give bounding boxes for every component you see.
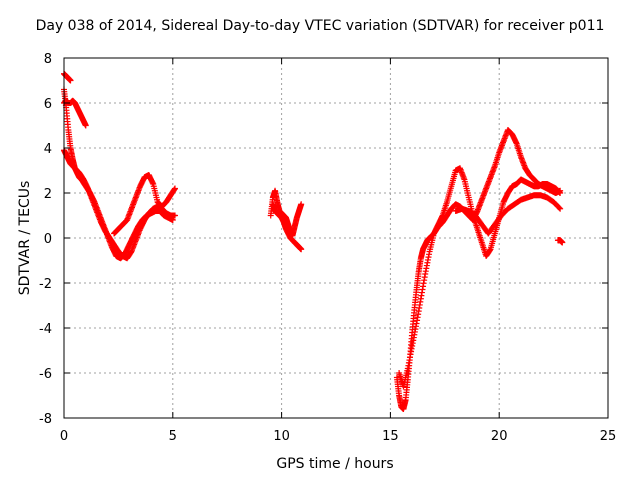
data-point (298, 201, 305, 208)
data-point (82, 122, 89, 129)
series-arc8 (393, 127, 564, 412)
series-arc7 (269, 201, 305, 253)
data-points (61, 70, 566, 412)
y-tick-label: -4 (39, 322, 52, 337)
data-point (557, 190, 564, 196)
data-point (557, 205, 564, 212)
x-tick-label: 15 (382, 429, 399, 444)
y-tick-label: 6 (44, 97, 52, 112)
x-tick-label: 20 (491, 429, 508, 444)
x-tick-label: 25 (600, 429, 617, 444)
x-axis-label: GPS time / hours (276, 456, 394, 472)
x-tick-label: 5 (169, 429, 177, 444)
x-tick-label: 10 (273, 429, 290, 444)
axis-ticks: 0 5 10 15 20 25 -8 -6 -4 -2 0 2 4 6 8 (39, 52, 616, 444)
data-point (559, 239, 566, 246)
data-point (67, 77, 74, 84)
data-point (171, 185, 178, 192)
y-tick-label: -6 (39, 367, 52, 382)
chart-title: Day 038 of 2014, Sidereal Day-to-day VTE… (35, 18, 605, 34)
data-point (298, 246, 305, 253)
series-arc1 (61, 70, 74, 84)
series-arc5 (111, 172, 178, 237)
series-arc9 (396, 165, 564, 390)
series-arc10 (452, 192, 564, 237)
x-tick-label: 0 (60, 429, 68, 444)
data-point (171, 212, 178, 219)
y-tick-label: 0 (44, 232, 52, 247)
y-tick-label: 8 (44, 52, 52, 67)
y-tick-label: 4 (44, 142, 52, 157)
series-arc11 (554, 237, 566, 246)
y-tick-label: 2 (44, 187, 52, 202)
grid (63, 57, 609, 419)
y-tick-label: -8 (39, 412, 52, 427)
data-point (556, 204, 563, 211)
y-tick-label: -2 (39, 277, 52, 292)
